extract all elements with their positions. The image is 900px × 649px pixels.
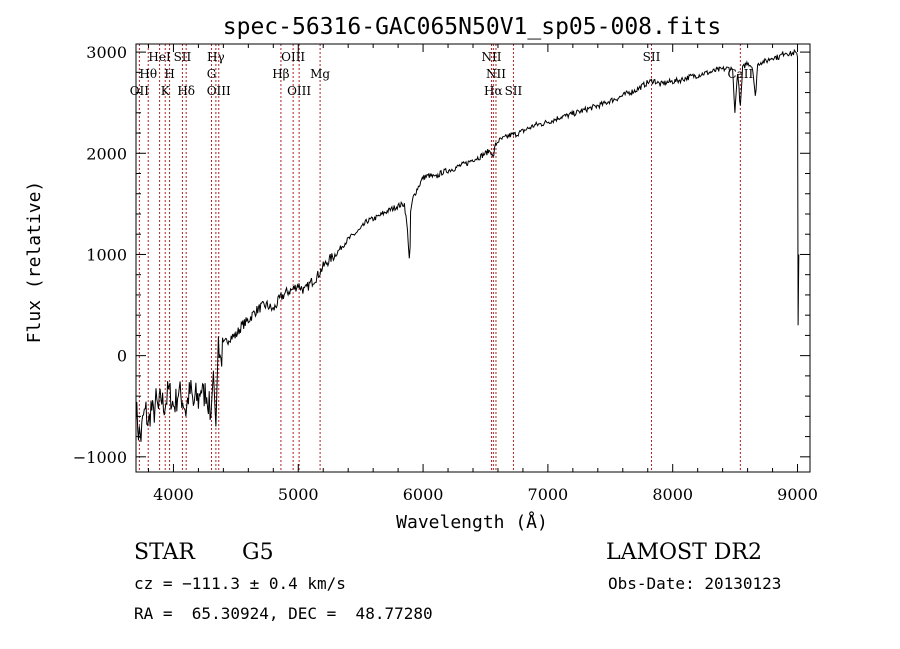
survey-name: LAMOST DR2 <box>606 540 762 565</box>
marker-label-8: G <box>207 67 217 81</box>
x-tick-label-8000: 8000 <box>652 485 693 504</box>
marker-label-16: Hα <box>484 84 503 98</box>
y-tick-label-3000: 3000 <box>86 43 127 62</box>
x-tick-label-9000: 9000 <box>777 485 818 504</box>
marker-label-11: OIII <box>281 50 305 64</box>
marker-label-12: OIII <box>287 84 311 98</box>
marker-label-0: OII <box>130 84 150 98</box>
marker-label-5: SII <box>174 50 192 64</box>
marker-label-2: HeI <box>148 50 171 64</box>
marker-label-17: SII <box>505 84 523 98</box>
marker-label-9: OIII <box>207 84 231 98</box>
plot-frame <box>135 43 811 473</box>
y-axis-ticks: −1000 0 1000 2000 3000 <box>73 43 810 467</box>
x-tick-label-5000: 5000 <box>278 485 319 504</box>
x-tick-label-6000: 6000 <box>403 485 444 504</box>
y-axis-label: Flux (relative) <box>24 181 45 344</box>
spectrum-line <box>135 48 800 442</box>
marker-label-13: Mg <box>310 67 330 81</box>
object-subclass: G5 <box>242 540 274 565</box>
marker-label-19: CaII <box>727 67 753 81</box>
x-tick-label-4000: 4000 <box>153 485 194 504</box>
x-axis-ticks: 4000 5000 6000 7000 8000 9000 <box>147 44 818 504</box>
marker-label-14: NII <box>481 50 501 64</box>
y-tick-label-2000: 2000 <box>86 144 127 163</box>
marker-label-6: Hδ <box>177 84 195 98</box>
marker-label-1: Hθ <box>139 67 157 81</box>
x-tick-label-7000: 7000 <box>528 485 569 504</box>
emission-line-markers <box>138 44 741 472</box>
y-tick-label--1000: −1000 <box>73 448 127 467</box>
marker-label-3: K <box>161 84 171 98</box>
emission-line-labels: OIIHθHeIKHSIIHδHγGOIIIHβOIIIOIIIMgNIINII… <box>130 50 754 98</box>
chart-title: spec-56316-GAC065N50V1_sp05-008.fits <box>223 14 722 40</box>
marker-label-18: SII <box>643 50 661 64</box>
marker-label-10: Hβ <box>272 67 289 81</box>
x-axis-label: Wavelength (Å) <box>396 511 548 533</box>
coordinates: RA = 65.30924, DEC = 48.77280 <box>134 604 433 623</box>
y-tick-label-1000: 1000 <box>86 245 127 264</box>
redshift-value: cz = −111.3 ± 0.4 km/s <box>134 574 346 593</box>
marker-label-4: H <box>164 67 174 81</box>
observation-date: Obs-Date: 20130123 <box>608 574 782 593</box>
marker-label-15: NII <box>486 67 506 81</box>
object-class: STAR <box>134 540 195 565</box>
marker-label-7: Hγ <box>207 50 225 64</box>
y-tick-label-0: 0 <box>117 347 127 366</box>
